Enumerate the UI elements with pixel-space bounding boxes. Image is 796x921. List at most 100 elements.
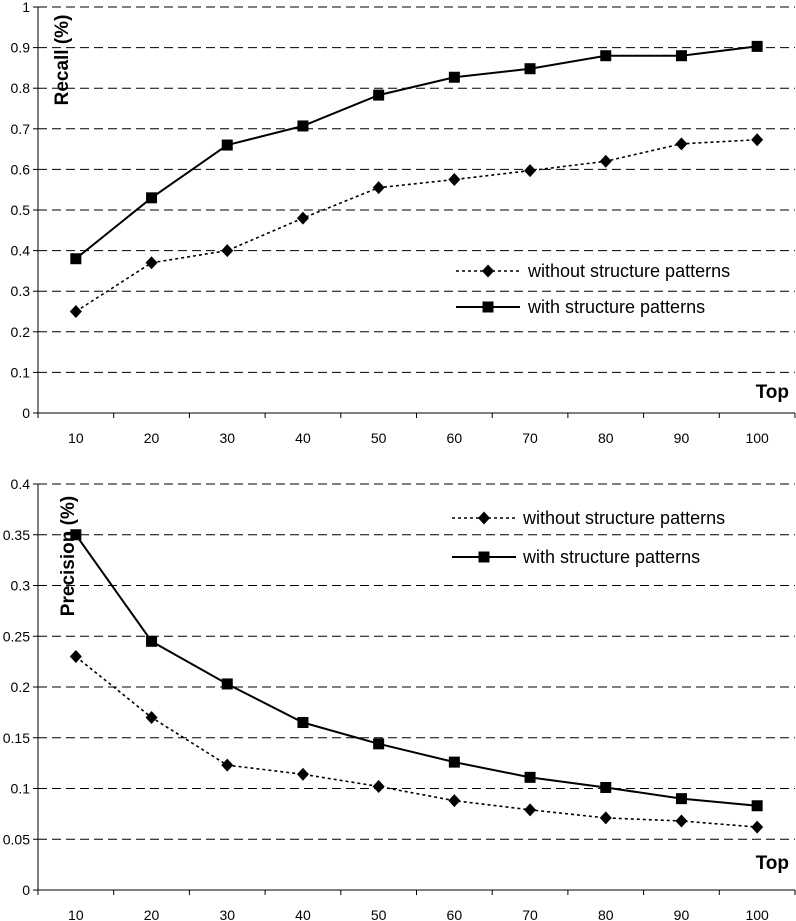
chart-0-data-point xyxy=(373,89,385,101)
chart-0-legend-label: with structure patterns xyxy=(527,297,705,317)
chart-1-x-tick-label: 90 xyxy=(674,907,690,921)
chart-0-series-line xyxy=(75,138,758,313)
chart-0-y-tick-label: 0.7 xyxy=(11,121,31,137)
chart-0-series-with-structure-patterns xyxy=(70,40,763,265)
chart-1-legend-label: with structure patterns xyxy=(522,547,700,567)
chart-0-data-point xyxy=(524,63,536,75)
chart-0-y-tick-label: 0.3 xyxy=(11,283,31,299)
chart-1-y-axis-title: Precision (%) xyxy=(58,496,79,616)
chart-0-x-tick-label: 90 xyxy=(674,430,690,446)
chart-1-data-point xyxy=(524,771,536,783)
chart-0-legend-label: without structure patterns xyxy=(527,261,730,281)
chart-1-data-point xyxy=(221,758,234,772)
chart-1-data-point xyxy=(373,738,385,750)
chart-0-x-tick-label: 50 xyxy=(371,430,387,446)
chart-0-x-tick-label: 80 xyxy=(598,430,614,446)
chart-0-x-tick-label: 20 xyxy=(144,430,160,446)
chart-1-y-tick-label: 0.2 xyxy=(11,679,31,695)
chart-1-data-point xyxy=(599,811,612,825)
chart-1-y-tick-label: 0.3 xyxy=(11,578,31,594)
chart-1-x-tick-label: 20 xyxy=(144,907,160,921)
chart-1-data-point xyxy=(297,717,309,729)
chart-1-legend-marker xyxy=(478,511,490,525)
chart-0-y-tick-label: 0.9 xyxy=(11,40,31,56)
chart-1-data-point xyxy=(372,779,385,793)
chart-1-data-point xyxy=(448,756,460,768)
chart-0-y-tick-label: 0.4 xyxy=(11,243,31,259)
chart-1-y-tick-label: 0 xyxy=(22,882,30,898)
chart-1-data-point xyxy=(146,635,158,647)
chart-0-data-point xyxy=(448,173,461,187)
chart-0-x-tick-label: 30 xyxy=(219,430,235,446)
chart-0-x-tick-label: 70 xyxy=(522,430,538,446)
chart-0-data-point xyxy=(675,50,687,62)
recall-chart: 0 0.1 0.2 0.3 0.4 0.5 0.6 0.7 0.8 0.9 1 10 20 30 40 50 6… xyxy=(11,0,796,446)
chart-0-x-tick-label: 60 xyxy=(447,430,463,446)
chart-1-data-point xyxy=(221,678,233,690)
chart-1-x-tick-label: 60 xyxy=(447,907,463,921)
chart-1-y-tick-label: 0.05 xyxy=(3,831,30,847)
chart-0-legend-marker xyxy=(482,264,494,278)
chart-1-legend-marker xyxy=(478,551,490,563)
chart-0-data-point xyxy=(448,71,460,83)
chart-0-data-point xyxy=(296,211,309,225)
chart-1-data-point xyxy=(751,800,763,812)
chart-1-series-without-structure-patterns xyxy=(69,650,764,834)
chart-1-data-point xyxy=(70,529,82,541)
chart-1-data-point xyxy=(448,794,461,808)
chart-0-data-point xyxy=(524,164,537,178)
chart-1-x-tick-label: 30 xyxy=(219,907,235,921)
chart-0-data-point xyxy=(600,50,612,62)
chart-0-y-tick-label: 0.8 xyxy=(11,80,31,96)
chart-0-x-tick-label: 100 xyxy=(745,430,769,446)
chart-1-x-tick-label: 10 xyxy=(68,907,84,921)
chart-1-data-point xyxy=(524,803,537,817)
chart-0-series-without-structure-patterns xyxy=(69,133,764,318)
chart-1-series-with-structure-patterns xyxy=(70,529,763,812)
chart-0-y-tick-label: 0 xyxy=(22,405,30,421)
chart-0-series-line xyxy=(75,45,758,260)
chart-1-series-line xyxy=(75,655,758,828)
chart-0-legend: without structure patterns with structure… xyxy=(456,261,730,317)
chart-1-y-tick-label: 0.25 xyxy=(3,628,30,644)
chart-0-data-point xyxy=(751,40,763,52)
chart-1-data-point xyxy=(675,814,688,828)
chart-0-data-point xyxy=(146,192,158,204)
chart-1-data-point xyxy=(69,650,82,664)
chart-0-data-point xyxy=(69,305,82,318)
chart-0-x-axis-title: Top xyxy=(756,382,789,403)
chart-0-y-tick-label: 0.5 xyxy=(11,202,31,218)
chart-1-series-line xyxy=(75,534,758,807)
chart-0-y-tick-label: 0.1 xyxy=(11,364,31,380)
chart-1-x-tick-label: 100 xyxy=(745,907,769,921)
chart-1-x-tick-label: 40 xyxy=(295,907,311,921)
precision-chart: 0 0.05 0.1 0.15 0.2 0.25 0.3 0.35 0.4 10 20 30 40 50 6… xyxy=(3,476,796,921)
chart-0-data-point xyxy=(221,139,233,151)
chart-1-x-axis-title: Top xyxy=(756,853,789,874)
chart-1-x-tick-label: 70 xyxy=(522,907,538,921)
chart-0-y-tick-label: 0.2 xyxy=(11,324,31,340)
chart-0-y-axis-title: Recall (%) xyxy=(52,15,73,106)
chart-0-y-tick-label: 1 xyxy=(22,0,30,15)
chart-1-y-tick-label: 0.15 xyxy=(3,730,30,746)
chart-0-x-tick-label: 40 xyxy=(295,430,311,446)
chart-0-y-tick-label: 0.6 xyxy=(11,161,31,177)
chart-1-x-tick-label: 50 xyxy=(371,907,387,921)
chart-1-data-point xyxy=(600,781,612,793)
chart-1-data-point xyxy=(751,820,764,834)
chart-1-legend-label: without structure patterns xyxy=(522,508,725,528)
chart-0-data-point xyxy=(751,133,764,147)
chart-1-x-tick-label: 80 xyxy=(598,907,614,921)
chart-0-data-point xyxy=(145,256,158,270)
chart-0-data-point xyxy=(599,154,612,168)
chart-1-data-point xyxy=(145,710,158,724)
chart-0-data-point xyxy=(70,253,82,265)
chart-0-x-tick-label: 10 xyxy=(68,430,84,446)
chart-0-data-point xyxy=(372,181,385,195)
chart-1-data-point xyxy=(675,793,687,805)
chart-1-legend: without structure patterns with structure… xyxy=(452,508,725,567)
chart-0-data-point xyxy=(297,120,309,132)
chart-0-legend-marker xyxy=(482,301,494,313)
chart-1-y-tick-label: 0.35 xyxy=(3,527,30,543)
